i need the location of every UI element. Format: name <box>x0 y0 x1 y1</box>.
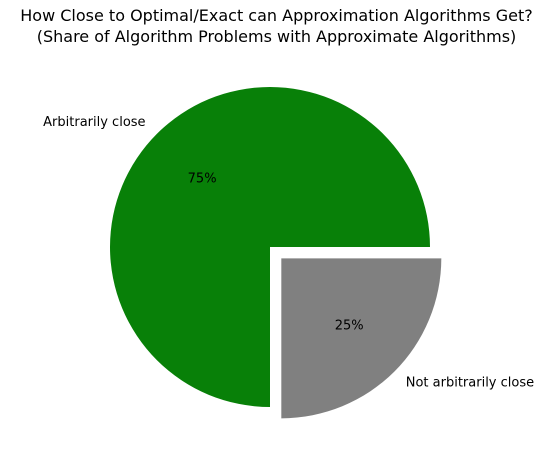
pie-slice-0 <box>110 87 430 407</box>
pie-slice-1 <box>281 258 442 419</box>
chart-title: How Close to Optimal/Exact can Approxima… <box>0 5 553 47</box>
chart-title-line-1: How Close to Optimal/Exact can Approxima… <box>20 6 533 25</box>
pie-category-label-0: Arbitrarily close <box>43 115 145 130</box>
pie-value-label-0: 75% <box>188 172 217 187</box>
pie-slices <box>110 87 442 419</box>
pie-labels: 75% Arbitrarily close 25% Not arbitrarily c… <box>43 115 534 390</box>
chart-title-line-2: (Share of Algorithm Problems with Approx… <box>36 27 517 46</box>
pie-category-label-1: Not arbitrarily close <box>406 375 534 390</box>
pie-value-label-1: 25% <box>335 319 364 334</box>
